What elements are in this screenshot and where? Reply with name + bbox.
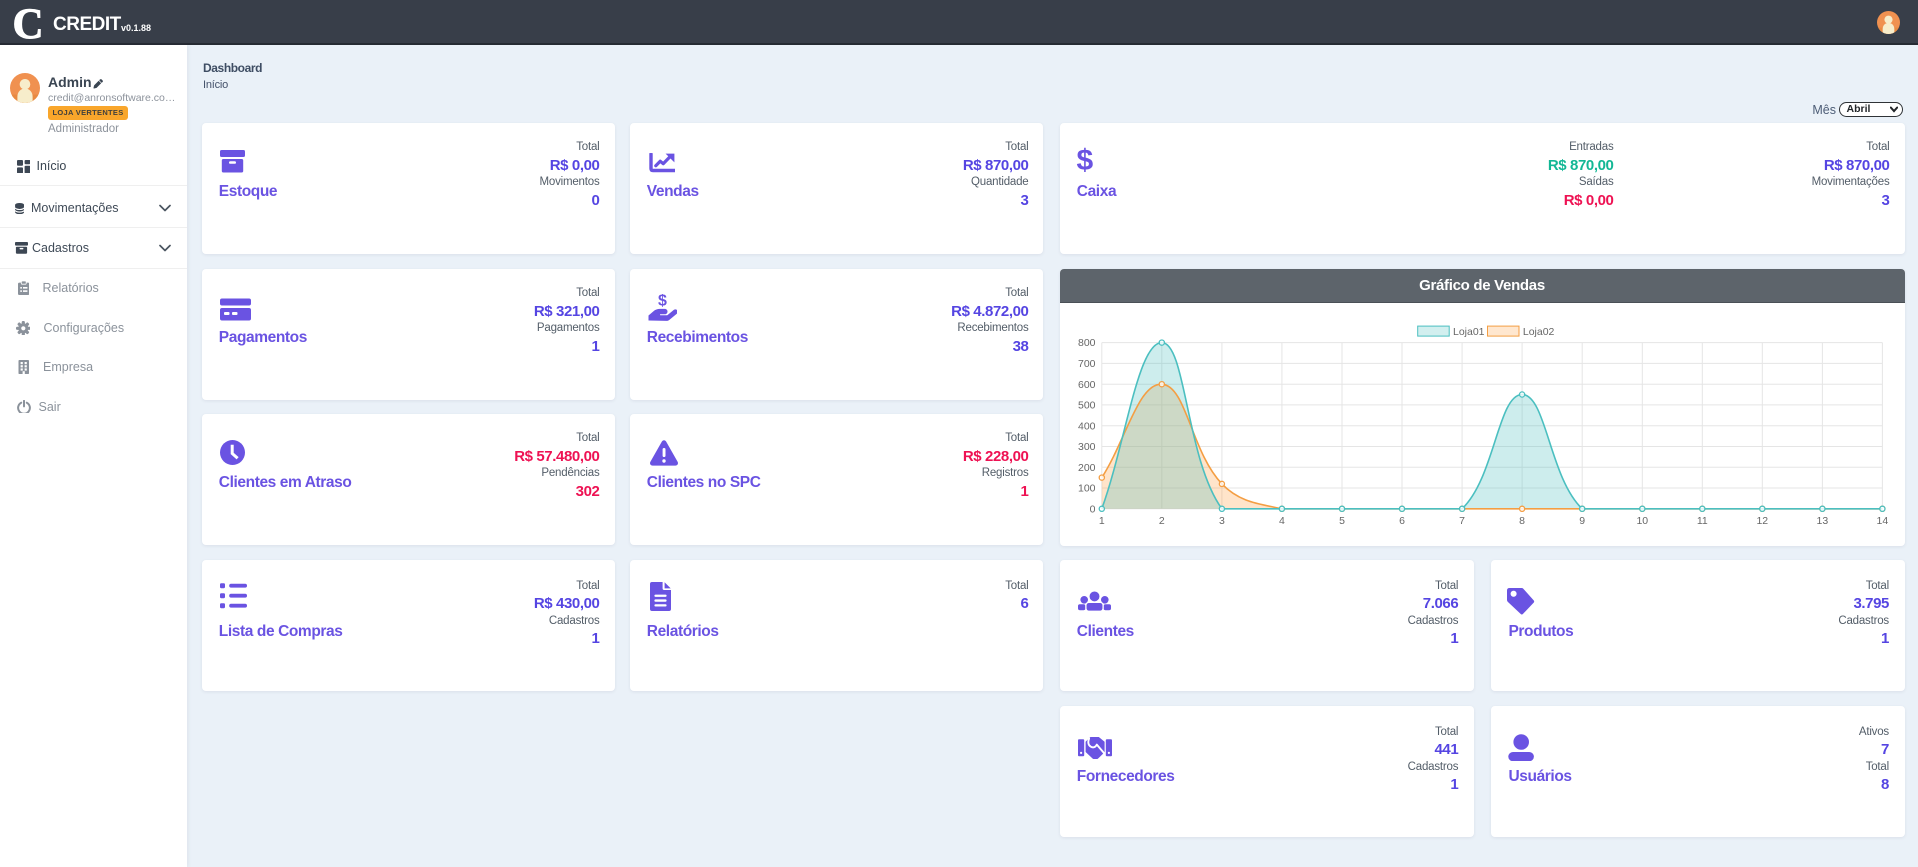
svg-text:4: 4 bbox=[1278, 515, 1284, 526]
svg-text:10: 10 bbox=[1636, 515, 1648, 526]
svg-text:3: 3 bbox=[1218, 515, 1224, 526]
svg-text:2: 2 bbox=[1158, 515, 1164, 526]
svg-text:0: 0 bbox=[1089, 504, 1095, 515]
svg-text:100: 100 bbox=[1078, 483, 1096, 494]
svg-text:400: 400 bbox=[1078, 421, 1096, 432]
svg-text:$: $ bbox=[658, 294, 667, 310]
svg-text:12: 12 bbox=[1756, 515, 1768, 526]
svg-text:14: 14 bbox=[1876, 515, 1888, 526]
svg-text:300: 300 bbox=[1078, 442, 1096, 453]
svg-text:8: 8 bbox=[1519, 515, 1525, 526]
svg-text:Loja01: Loja01 bbox=[1453, 327, 1485, 338]
svg-text:11: 11 bbox=[1696, 515, 1707, 526]
svg-text:700: 700 bbox=[1078, 359, 1096, 370]
svg-text:200: 200 bbox=[1078, 462, 1096, 473]
svg-text:1: 1 bbox=[1098, 515, 1104, 526]
svg-text:500: 500 bbox=[1078, 400, 1096, 411]
svg-text:6: 6 bbox=[1399, 515, 1405, 526]
svg-text:9: 9 bbox=[1579, 515, 1585, 526]
svg-text:Loja02: Loja02 bbox=[1522, 327, 1554, 338]
svg-text:5: 5 bbox=[1339, 515, 1345, 526]
svg-text:600: 600 bbox=[1078, 379, 1096, 390]
svg-text:800: 800 bbox=[1078, 338, 1096, 349]
svg-text:13: 13 bbox=[1816, 515, 1828, 526]
svg-text:7: 7 bbox=[1459, 515, 1465, 526]
